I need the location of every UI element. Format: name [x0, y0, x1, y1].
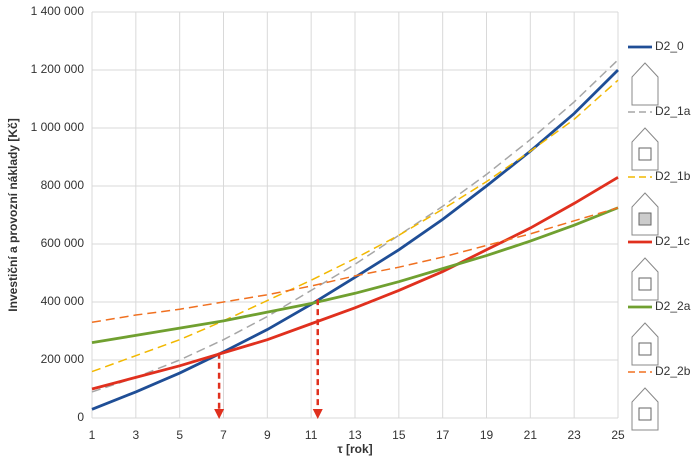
x-tick-label: 9 [264, 428, 271, 442]
y-axis-label: Investiční a provozní náklady [Kč] [6, 118, 20, 311]
y-tick-label: 1 400 000 [31, 4, 85, 18]
x-tick-label: 21 [524, 428, 538, 442]
x-tick-label: 3 [132, 428, 139, 442]
y-tick-label: 600 000 [41, 236, 85, 250]
y-tick-label: 0 [77, 410, 84, 424]
x-tick-label: 19 [480, 428, 494, 442]
y-tick-label: 800 000 [41, 178, 85, 192]
y-tick-label: 200 000 [41, 352, 85, 366]
house-window [638, 342, 652, 356]
arrow-head [214, 409, 225, 419]
house-icon [631, 62, 659, 106]
arrow-head [312, 409, 323, 419]
x-axis-label: τ [rok] [337, 442, 372, 456]
x-tick-label: 15 [392, 428, 406, 442]
x-tick-label: 25 [611, 428, 625, 442]
house-window [638, 277, 652, 291]
legend-label: D2_1a [655, 104, 691, 118]
x-tick-label: 11 [305, 428, 318, 442]
x-tick-label: 13 [348, 428, 362, 442]
legend-label: D2_2a [655, 299, 691, 313]
legend-label: D2_1c [655, 234, 690, 248]
legend-label: D2_2b [655, 364, 691, 378]
house-window [638, 407, 652, 421]
y-tick-label: 400 000 [41, 294, 85, 308]
x-tick-label: 17 [436, 428, 450, 442]
x-tick-label: 7 [220, 428, 227, 442]
house-window [638, 212, 652, 226]
series-line [91, 207, 619, 324]
legend-label: D2_0 [655, 39, 684, 53]
series-line [91, 79, 619, 373]
y-tick-label: 1 200 000 [31, 62, 85, 76]
x-tick-label: 23 [567, 428, 581, 442]
legend-label: D2_1b [655, 169, 691, 183]
series-line [91, 59, 619, 393]
house-window [638, 147, 652, 161]
series-line [91, 176, 619, 391]
x-tick-label: 5 [176, 428, 183, 442]
series-line [91, 206, 619, 344]
x-tick-label: 1 [89, 428, 96, 442]
y-tick-label: 1 000 000 [31, 120, 85, 134]
